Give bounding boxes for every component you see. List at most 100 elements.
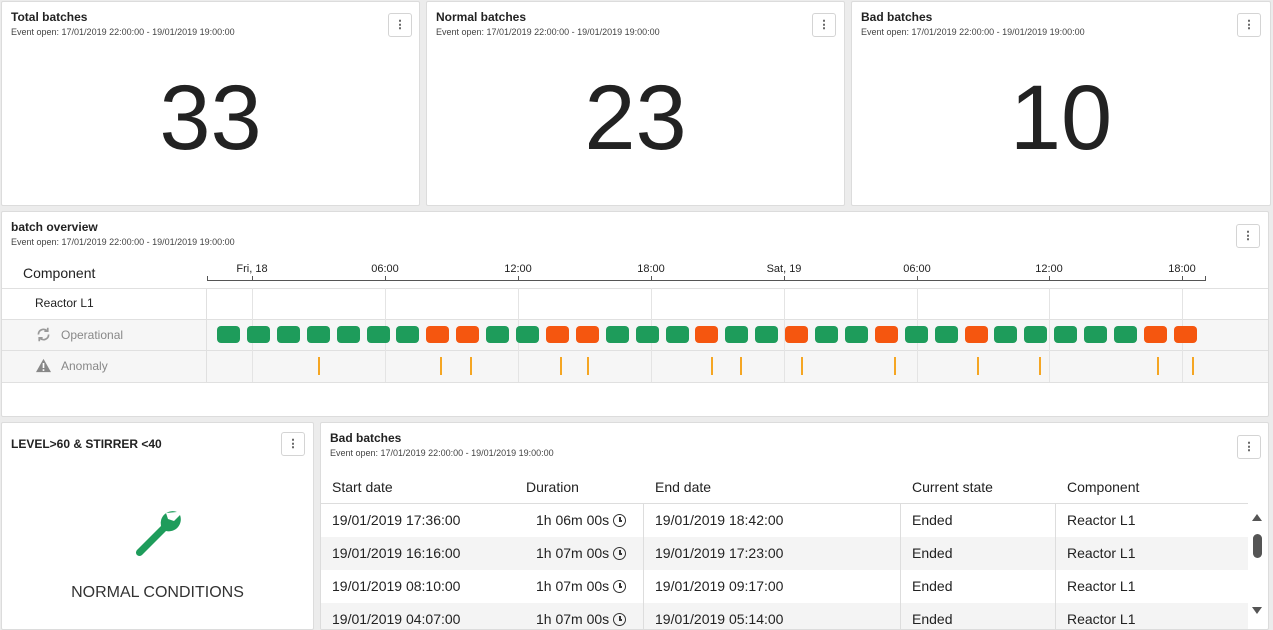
table-row[interactable]: 19/01/2019 16:16:00 1h 07m 00s 19/01/201… (321, 537, 1248, 570)
row-label-reactor: Reactor L1 (35, 296, 94, 310)
column-header-start[interactable]: Start date (332, 479, 393, 495)
time-gridline (784, 288, 785, 382)
column-header-component[interactable]: Component (1067, 479, 1140, 495)
batch-bad-marker[interactable] (1173, 326, 1197, 343)
row-divider (2, 350, 1268, 351)
anomaly-marker[interactable] (318, 357, 320, 375)
card-menu-button[interactable]: ⋮ (281, 432, 305, 456)
time-tick-mark (385, 276, 386, 281)
cell-start: 19/01/2019 04:07:00 (332, 611, 461, 627)
card-menu-button[interactable]: ⋮ (388, 13, 412, 37)
anomaly-marker[interactable] (1157, 357, 1159, 375)
rule-status-text: NORMAL CONDITIONS (71, 584, 244, 601)
anomaly-marker[interactable] (587, 357, 589, 375)
time-tick-label: Fri, 18 (236, 263, 268, 275)
batch-normal-marker[interactable] (1114, 326, 1137, 343)
cell-end: 19/01/2019 09:17:00 (655, 578, 784, 594)
anomaly-marker[interactable] (560, 357, 562, 375)
batch-normal-marker[interactable] (1024, 326, 1048, 343)
batch-normal-marker[interactable] (396, 326, 420, 343)
batch-normal-marker[interactable] (725, 326, 749, 343)
cell-end: 19/01/2019 17:23:00 (655, 545, 784, 561)
batch-normal-marker[interactable] (755, 326, 779, 343)
kebab-icon: ⋮ (818, 18, 830, 31)
batch-bad-marker[interactable] (456, 326, 480, 343)
batch-normal-marker[interactable] (276, 326, 300, 343)
cell-state: Ended (912, 611, 953, 627)
batch-normal-marker[interactable] (336, 326, 360, 343)
batch-normal-marker[interactable] (844, 326, 868, 343)
kpi-value: 10 (1009, 67, 1113, 169)
anomaly-marker[interactable] (801, 357, 803, 375)
batch-normal-marker[interactable] (635, 326, 659, 343)
batch-normal-marker[interactable] (486, 326, 510, 343)
batch-normal-marker[interactable] (994, 326, 1018, 343)
batch-bad-marker[interactable] (695, 326, 719, 343)
card-subtitle: Event open: 17/01/2019 22:00:00 - 19/01/… (11, 27, 235, 37)
anomaly-marker[interactable] (1039, 357, 1041, 375)
cell-duration: 1h 07m 00s (536, 611, 627, 627)
time-tick-mark (651, 276, 652, 281)
axis-end-mark (1205, 276, 1206, 281)
card-subtitle: Event open: 17/01/2019 22:00:00 - 19/01/… (436, 27, 660, 37)
batch-normal-marker[interactable] (904, 326, 928, 343)
column-divider (643, 504, 644, 629)
card-menu-button[interactable]: ⋮ (1237, 435, 1261, 459)
anomaly-marker[interactable] (977, 357, 979, 375)
column-header-duration[interactable]: Duration (526, 479, 579, 495)
cell-start: 19/01/2019 17:36:00 (332, 512, 461, 528)
scroll-down-icon[interactable] (1252, 607, 1262, 614)
batch-normal-marker[interactable] (366, 326, 390, 343)
batch-normal-marker[interactable] (934, 326, 958, 343)
column-header-state[interactable]: Current state (912, 479, 993, 495)
anomaly-marker[interactable] (440, 357, 442, 375)
batch-bad-marker[interactable] (964, 326, 988, 343)
batch-bad-marker[interactable] (874, 326, 898, 343)
batch-bad-marker[interactable] (1143, 326, 1167, 343)
card-menu-button[interactable]: ⋮ (1236, 224, 1260, 248)
anomaly-marker[interactable] (711, 357, 713, 375)
table-row[interactable]: 19/01/2019 04:07:00 1h 07m 00s 19/01/201… (321, 603, 1248, 629)
column-header-end[interactable]: End date (655, 479, 712, 495)
batch-bad-marker[interactable] (426, 326, 450, 343)
kpi-card-normal: Normal batches Event open: 17/01/2019 22… (426, 1, 845, 206)
time-tick-mark (1182, 276, 1183, 281)
clock-icon (613, 580, 627, 593)
batch-bad-marker[interactable] (785, 326, 809, 343)
batch-normal-marker[interactable] (665, 326, 689, 343)
table-row[interactable]: 19/01/2019 08:10:00 1h 07m 00s 19/01/201… (321, 570, 1248, 603)
batch-bad-marker[interactable] (575, 326, 599, 343)
table-row[interactable]: 19/01/2019 17:36:00 1h 06m 00s 19/01/201… (321, 504, 1248, 537)
wrench-icon (135, 511, 181, 557)
scrollbar[interactable] (1250, 509, 1264, 619)
anomaly-marker[interactable] (740, 357, 742, 375)
time-tick-label: 18:00 (637, 263, 665, 275)
anomaly-marker[interactable] (894, 357, 896, 375)
duration-text: 1h 06m 00s (536, 512, 610, 528)
time-tick-mark (1049, 276, 1050, 281)
time-gridline (1049, 288, 1050, 382)
batch-normal-marker[interactable] (605, 326, 629, 343)
batch-normal-marker[interactable] (306, 326, 330, 343)
cell-duration: 1h 07m 00s (536, 578, 627, 594)
refresh-icon (37, 327, 50, 342)
batch-normal-marker[interactable] (1084, 326, 1108, 343)
batch-normal-marker[interactable] (1054, 326, 1078, 343)
anomaly-marker[interactable] (1192, 357, 1194, 375)
card-menu-button[interactable]: ⋮ (812, 13, 836, 37)
batch-normal-marker[interactable] (516, 326, 539, 343)
card-menu-button[interactable]: ⋮ (1237, 13, 1261, 37)
scroll-up-icon[interactable] (1252, 514, 1262, 521)
batch-bad-marker[interactable] (545, 326, 569, 343)
batch-normal-marker[interactable] (815, 326, 838, 343)
scrollbar-thumb[interactable] (1253, 534, 1262, 558)
kpi-value: 33 (159, 67, 262, 169)
batch-normal-marker[interactable] (217, 326, 240, 343)
time-tick-label: 12:00 (504, 263, 532, 275)
duration-text: 1h 07m 00s (536, 611, 610, 627)
anomaly-marker[interactable] (470, 357, 472, 375)
kpi-card-bad: Bad batches Event open: 17/01/2019 22:00… (851, 1, 1271, 206)
batch-normal-marker[interactable] (246, 326, 270, 343)
kebab-icon: ⋮ (394, 18, 406, 31)
card-title: LEVEL>60 & STIRRER <40 (11, 437, 162, 451)
